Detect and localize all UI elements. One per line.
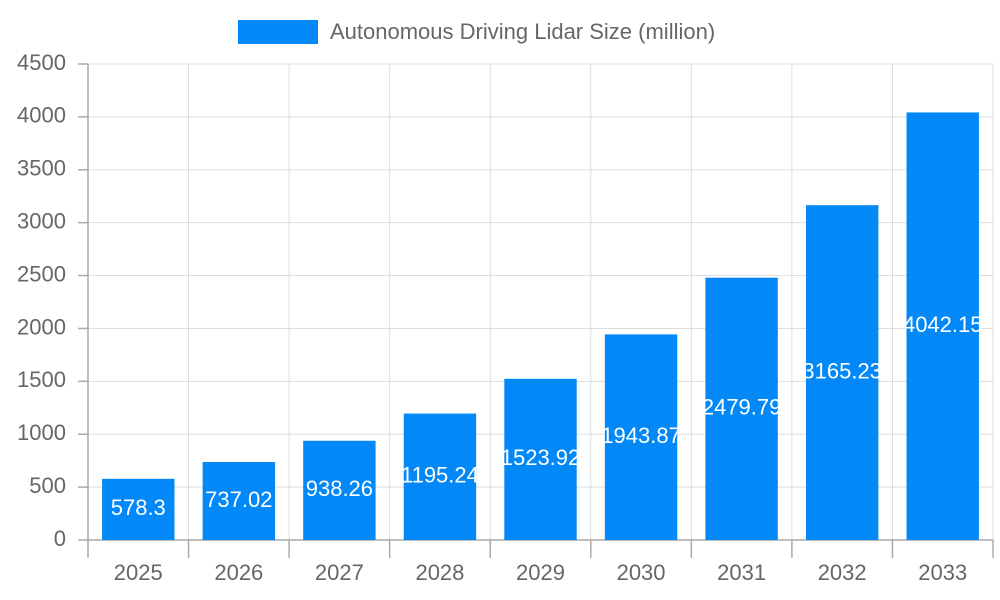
data-label: 1943.87 <box>601 423 681 448</box>
data-label: 938.26 <box>306 476 373 501</box>
y-tick-label: 1000 <box>17 420 66 445</box>
x-tick-label: 2032 <box>818 560 867 585</box>
data-label: 1523.92 <box>501 445 581 470</box>
y-tick-label: 1500 <box>17 367 66 392</box>
legend-swatch <box>238 20 318 44</box>
data-label: 737.02 <box>205 487 272 512</box>
y-tick-label: 3000 <box>17 208 66 233</box>
x-tick-label: 2025 <box>114 560 163 585</box>
x-tick-label: 2028 <box>415 560 464 585</box>
bar <box>303 440 376 540</box>
x-tick-label: 2033 <box>918 560 967 585</box>
legend-label: Autonomous Driving Lidar Size (million) <box>330 19 715 44</box>
data-label: 4042.15 <box>903 312 983 337</box>
y-tick-label: 2000 <box>17 314 66 339</box>
y-tick-label: 2500 <box>17 261 66 286</box>
bar <box>805 205 879 540</box>
y-tick-label: 0 <box>54 526 66 551</box>
x-tick-label: 2026 <box>214 560 263 585</box>
data-label: 3165.23 <box>802 358 882 383</box>
bar <box>102 478 175 540</box>
y-tick-label: 3500 <box>17 156 66 181</box>
x-tick-label: 2030 <box>617 560 666 585</box>
data-label: 578.3 <box>111 495 166 520</box>
data-label: 1195.24 <box>401 463 479 488</box>
bar <box>504 378 577 540</box>
y-tick-label: 500 <box>29 473 66 498</box>
data-label: 2479.79 <box>702 395 782 420</box>
bar <box>604 334 678 540</box>
bar <box>202 462 276 540</box>
x-tick-label: 2027 <box>315 560 364 585</box>
bar <box>403 413 477 540</box>
y-tick-label: 4000 <box>17 103 66 128</box>
x-tick-label: 2031 <box>717 560 766 585</box>
y-tick-label: 4500 <box>17 50 66 75</box>
bar <box>705 277 778 540</box>
x-tick-label: 2029 <box>516 560 565 585</box>
bar <box>906 112 979 540</box>
